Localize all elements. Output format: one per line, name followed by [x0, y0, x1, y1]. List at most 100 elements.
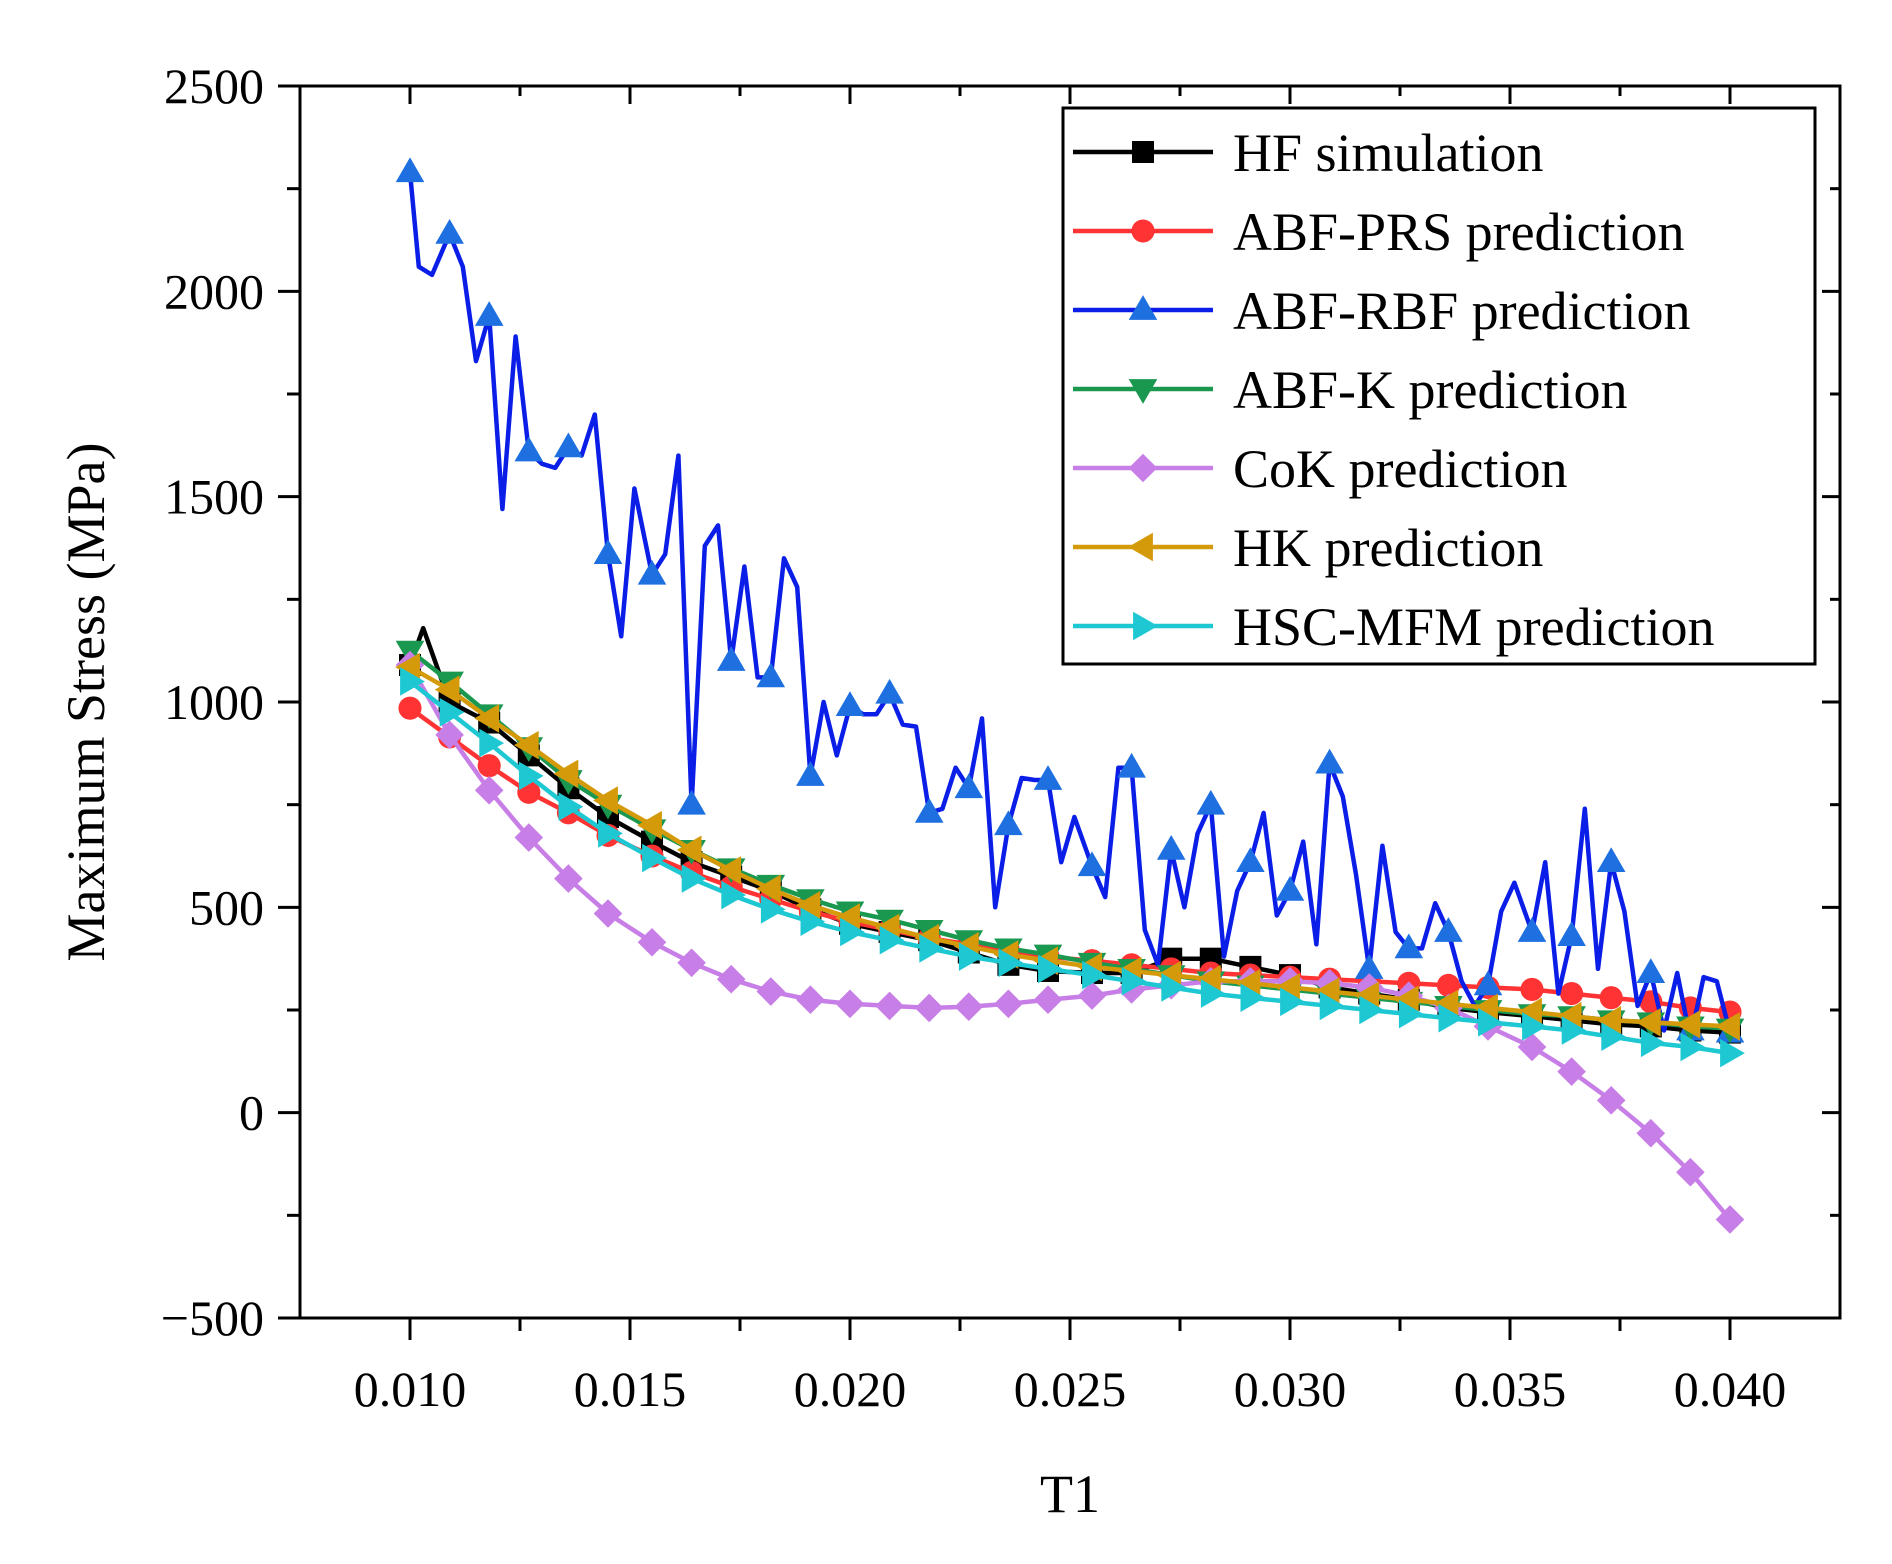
data-point-hk-prediction	[1556, 1001, 1582, 1031]
data-point-hsc-mfm-prediction	[558, 792, 584, 822]
legend-marker-abf-rbf-prediction	[1128, 295, 1158, 320]
data-point-hsc-mfm-prediction	[1280, 987, 1305, 1017]
data-point-hk-prediction	[676, 835, 702, 865]
data-point-abf-rbf-prediction	[1557, 921, 1586, 946]
data-point-hk-prediction	[1596, 1005, 1622, 1035]
data-point-hsc-mfm-prediction	[1640, 1028, 1666, 1058]
data-point-hsc-mfm-prediction	[800, 907, 826, 937]
data-point-hk-prediction	[513, 730, 539, 760]
data-point-hk-prediction	[434, 675, 460, 704]
data-point-hsc-mfm-prediction	[400, 667, 425, 696]
data-point-hsc-mfm-prediction	[1200, 979, 1226, 1008]
legend-marker-abf-prs-prediction	[1131, 219, 1155, 243]
data-point-hsc-mfm-prediction	[998, 948, 1024, 978]
data-point-hk-prediction	[1354, 981, 1380, 1010]
data-point-cok-prediction	[835, 989, 865, 1019]
data-point-abf-rbf-prediction	[716, 646, 746, 671]
y-axis-title: Maximum Stress (MPa)	[56, 443, 116, 962]
data-point-hsc-mfm-prediction	[1240, 983, 1266, 1012]
y-tick-label: 2000	[164, 263, 264, 319]
series-abf-rbf-prediction	[395, 157, 1745, 1043]
x-tick-label: 0.040	[1674, 1361, 1787, 1417]
data-point-abf-prs-prediction	[1436, 973, 1460, 997]
data-point-cok-prediction	[796, 985, 825, 1015]
data-point-hk-prediction	[395, 652, 420, 682]
data-point-abf-rbf-prediction	[914, 798, 944, 823]
data-point-hsc-mfm-prediction	[1720, 1038, 1745, 1068]
x-tick-label: 0.020	[794, 1361, 907, 1417]
data-point-abf-rbf-prediction	[1596, 847, 1626, 873]
data-point-hk-prediction	[716, 856, 742, 885]
y-tick-label: 1000	[164, 674, 264, 730]
data-point-hsc-mfm-prediction	[1121, 966, 1147, 996]
data-point-hsc-mfm-prediction	[1680, 1032, 1706, 1062]
data-point-hsc-mfm-prediction	[721, 880, 747, 910]
data-point-abf-rbf-prediction	[554, 432, 583, 458]
data-point-abf-prs-prediction	[398, 696, 422, 720]
data-point-hsc-mfm-prediction	[1038, 954, 1063, 984]
data-point-hsc-mfm-prediction	[1319, 991, 1345, 1021]
data-point-hsc-mfm-prediction	[840, 917, 865, 947]
data-point-abf-rbf-prediction	[1517, 917, 1547, 942]
x-tick-label: 0.025	[1014, 1361, 1127, 1417]
data-point-abf-rbf-prediction	[954, 773, 984, 799]
data-point-cok-prediction	[756, 977, 786, 1006]
data-point-hk-prediction	[1314, 977, 1340, 1006]
data-point-abf-rbf-prediction	[593, 539, 623, 565]
legend-label-abf-rbf-prediction: ABF-RBF prediction	[1233, 281, 1691, 341]
data-point-hsc-mfm-prediction	[1522, 1012, 1547, 1041]
data-point-cok-prediction	[514, 823, 544, 852]
y-tick-label: 500	[189, 879, 264, 935]
data-point-cok-prediction	[554, 864, 583, 893]
data-point-cok-prediction	[1517, 1032, 1547, 1062]
data-point-abf-rbf-prediction	[1315, 748, 1344, 774]
data-point-hk-prediction	[1275, 973, 1300, 1002]
legend-marker-cok-prediction	[1128, 453, 1158, 483]
data-point-abf-prs-prediction	[1520, 977, 1544, 1002]
data-point-hk-prediction	[553, 759, 579, 789]
data-point-hsc-mfm-prediction	[1359, 995, 1385, 1025]
data-point-abf-rbf-prediction	[435, 218, 464, 244]
data-point-cok-prediction	[1077, 981, 1107, 1010]
data-point-abf-rbf-prediction	[1275, 876, 1305, 901]
plot-area	[395, 157, 1745, 1234]
data-point-hk-prediction	[1635, 1008, 1661, 1037]
y-tick-label: 2500	[164, 58, 264, 114]
data-point-cok-prediction	[474, 775, 504, 805]
data-point-hk-prediction	[637, 810, 662, 840]
data-point-hk-prediction	[1675, 1010, 1701, 1039]
data-point-abf-rbf-prediction	[474, 301, 504, 326]
data-point-abf-rbf-prediction	[1117, 752, 1146, 778]
data-point-abf-rbf-prediction	[994, 810, 1023, 836]
data-point-hsc-mfm-prediction	[1438, 1003, 1464, 1033]
data-point-abf-rbf-prediction	[514, 436, 544, 462]
legend-label-abf-prs-prediction: ABF-PRS prediction	[1233, 202, 1685, 262]
series-line-hsc-mfm-prediction	[408, 679, 1731, 1056]
data-point-hk-prediction	[593, 786, 618, 815]
data-point-hsc-mfm-prediction	[1398, 999, 1424, 1029]
x-tick-label: 0.015	[574, 1361, 687, 1417]
data-point-hsc-mfm-prediction	[1161, 973, 1187, 1002]
data-point-cok-prediction	[875, 991, 904, 1021]
data-point-hsc-mfm-prediction	[518, 761, 544, 791]
data-point-cok-prediction	[435, 720, 464, 750]
data-point-hsc-mfm-prediction	[760, 895, 786, 924]
data-point-hsc-mfm-prediction	[439, 697, 465, 727]
data-point-hk-prediction	[1195, 964, 1221, 994]
data-point-abf-rbf-prediction	[1636, 958, 1666, 983]
data-point-hk-prediction	[835, 903, 860, 932]
series-hsc-mfm-prediction	[400, 667, 1745, 1068]
data-point-hsc-mfm-prediction	[479, 728, 505, 758]
data-point-hk-prediction	[1235, 969, 1261, 998]
data-point-cok-prediction	[1715, 1205, 1745, 1234]
data-point-abf-prs-prediction	[477, 754, 501, 778]
data-point-abf-rbf-prediction	[395, 157, 425, 183]
data-point-abf-rbf-prediction	[1236, 847, 1265, 873]
data-point-abf-rbf-prediction	[1354, 954, 1384, 979]
data-point-hk-prediction	[1473, 993, 1498, 1023]
data-point-cok-prediction	[1033, 985, 1063, 1015]
data-point-hk-prediction	[1517, 997, 1542, 1027]
legend-marker-abf-k-prediction	[1128, 379, 1158, 404]
x-axis-title: T1	[1040, 1464, 1100, 1524]
